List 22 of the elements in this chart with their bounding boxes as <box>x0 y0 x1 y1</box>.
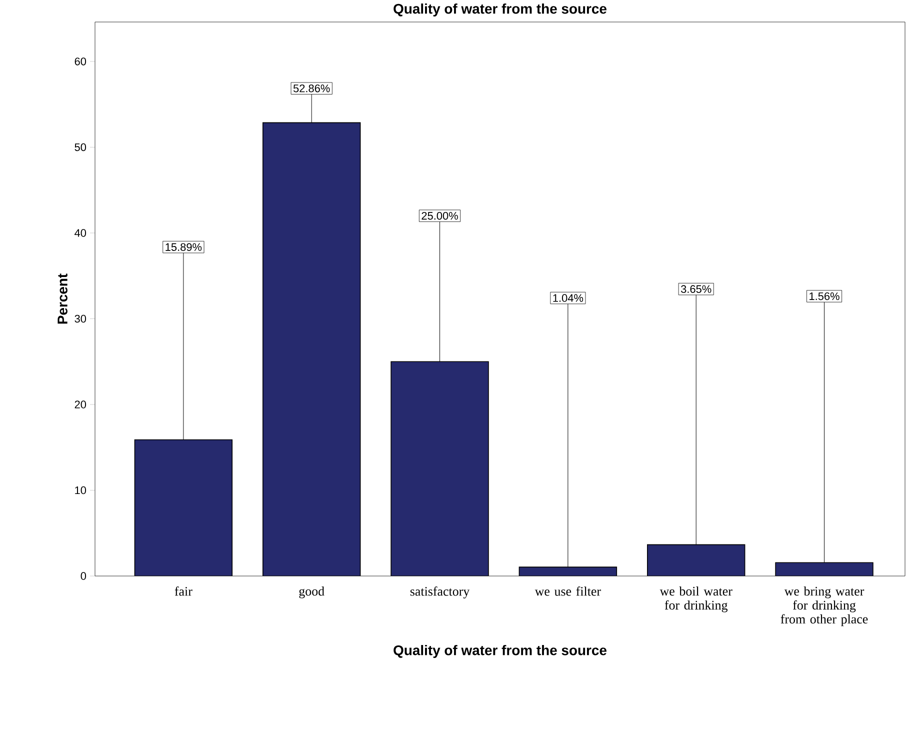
chart-title: Quality of water from the source <box>394 3 606 16</box>
y-tick-label: 30 <box>74 314 86 323</box>
y-tick-label: 20 <box>74 400 86 408</box>
y-tick-label: 50 <box>74 143 86 152</box>
data-label: 52.86% <box>293 84 330 92</box>
x-tick-label: we use filter <box>534 586 601 596</box>
x-tick-label: we boil water for drinking <box>660 586 732 612</box>
x-tick-label: we bring water for drinking from other place <box>780 586 868 626</box>
x-tick-label: fair <box>174 586 192 596</box>
y-tick-label: 40 <box>74 229 86 237</box>
y-tick-label: 0 <box>80 572 86 580</box>
data-label: 1.56% <box>810 292 840 300</box>
y-tick-label: 60 <box>74 58 86 66</box>
x-tick-label: good <box>299 586 324 598</box>
x-axis-title: Quality of water from the source <box>394 644 606 658</box>
x-tick-label: satisfactory <box>410 586 470 598</box>
y-tick-label: 10 <box>75 486 86 494</box>
data-label: 1.04% <box>553 294 584 302</box>
y-axis-title: Percent <box>58 274 68 324</box>
data-label: 15.89% <box>166 243 202 251</box>
data-label: 3.65% <box>680 285 712 293</box>
data-label: 25.00% <box>422 212 458 220</box>
